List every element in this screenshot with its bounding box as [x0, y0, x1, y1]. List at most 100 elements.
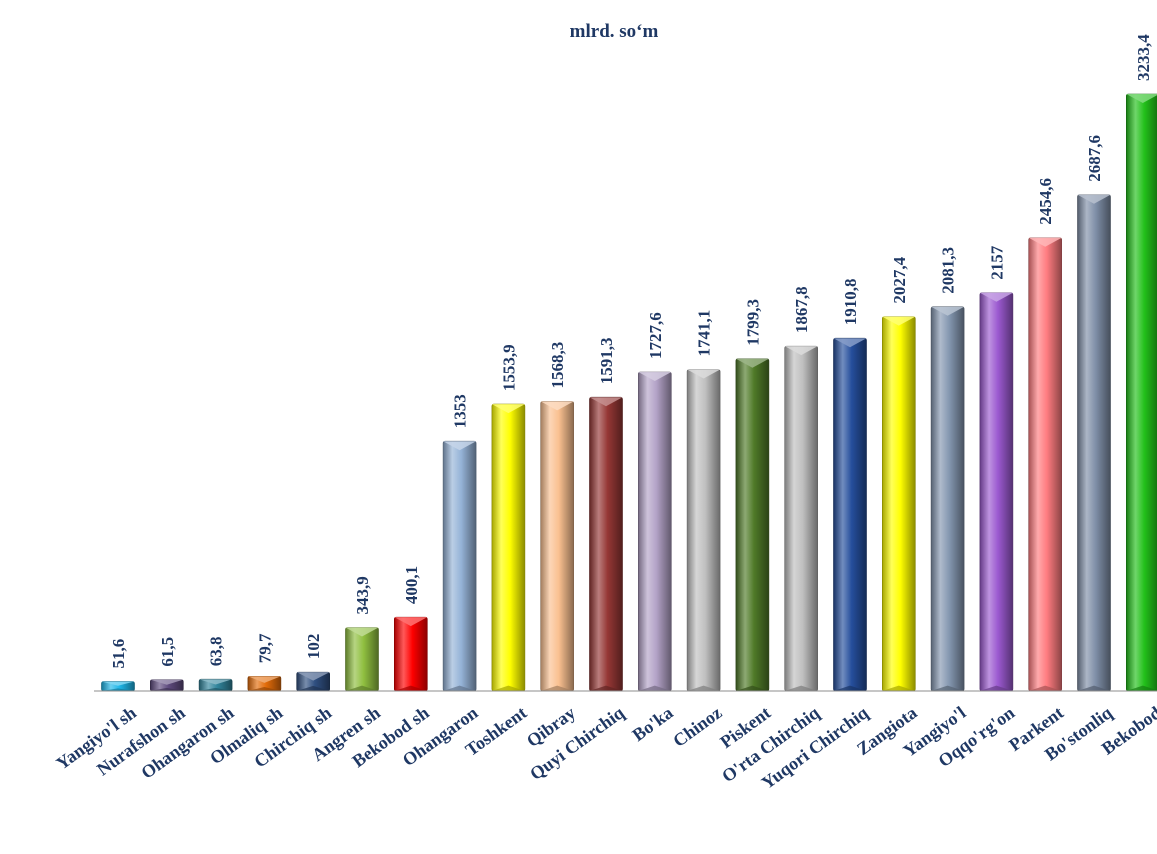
bar-18 [979, 292, 1014, 692]
bar-bevel-top [1077, 194, 1111, 204]
bar-body [686, 369, 721, 692]
value-label: 343,9 [353, 576, 372, 614]
bar-9 [540, 401, 575, 692]
bar-bevel-bottom [687, 685, 721, 691]
bar-body [1077, 194, 1111, 692]
value-label: 1568,3 [548, 342, 567, 389]
value-label: 2157 [987, 245, 1006, 280]
value-label: 1591,3 [597, 337, 616, 384]
bar-body [393, 616, 428, 692]
bar-body [735, 358, 770, 692]
value-label: 2027,4 [890, 256, 909, 303]
bar-bevel-bottom [491, 685, 525, 691]
bar-17 [930, 306, 965, 692]
bar-body [1028, 237, 1062, 692]
bar-5 [345, 627, 379, 692]
bar-body [930, 306, 965, 692]
value-label: 2081,3 [939, 247, 958, 294]
value-label: 79,7 [255, 633, 274, 663]
bar-bevel-top [979, 292, 1013, 302]
bar-body [784, 345, 819, 692]
bar-body [1126, 93, 1157, 692]
bar-bevel-top [345, 627, 379, 637]
bar-11 [637, 371, 672, 692]
bar-bevel-top [1126, 94, 1157, 103]
bar-1 [150, 679, 184, 692]
bar-bevel-bottom [784, 685, 818, 691]
category-label: Chinoz [669, 702, 725, 751]
bar-bevel-top [199, 679, 233, 685]
value-label: 63,8 [207, 636, 226, 666]
bar-bevel-top [394, 617, 428, 627]
bar-bevel-top [931, 306, 965, 316]
value-label: 1727,6 [646, 312, 665, 359]
value-label: 1799,3 [743, 299, 762, 346]
value-label: 1741,1 [695, 310, 714, 357]
bar-bevel-bottom [443, 685, 477, 691]
bar-bevel-top [589, 397, 623, 407]
bar-body [833, 337, 867, 692]
bar-bevel-top [101, 681, 135, 686]
unit-label: mlrd. so‘m [570, 21, 659, 42]
bars-layer [101, 93, 1157, 692]
bar-4 [296, 671, 331, 692]
bar-19 [1028, 237, 1062, 692]
bar-bevel-top [784, 346, 818, 356]
bar-bevel-top [687, 369, 721, 379]
bar-bevel-bottom [150, 687, 184, 691]
bar-16 [881, 316, 916, 692]
bar-7 [442, 440, 477, 692]
bar-bevel-top [443, 441, 477, 451]
value-label: 102 [304, 634, 323, 660]
bar-bevel-top [540, 401, 574, 411]
bar-bevel-top [735, 358, 769, 368]
bar-bevel-bottom [1126, 685, 1157, 691]
bar-bevel-top [638, 372, 672, 382]
category-label: Bo'ka [628, 702, 676, 745]
value-label: 2687,6 [1085, 135, 1104, 182]
bar-bevel-bottom [833, 685, 867, 691]
bar-12 [686, 369, 721, 692]
bar-13 [735, 358, 770, 692]
bar-0 [101, 681, 135, 692]
bar-bevel-bottom [979, 685, 1013, 691]
value-label: 1910,8 [841, 278, 860, 325]
bar-bevel-bottom [199, 687, 233, 691]
bar-21 [1126, 93, 1157, 692]
bar-bevel-bottom [101, 688, 135, 691]
bar-bevel-bottom [589, 685, 623, 691]
bar-bevel-top [882, 316, 916, 326]
bar-bevel-top [1028, 237, 1062, 247]
bar-10 [589, 396, 623, 692]
bar-bevel-bottom [247, 687, 281, 691]
bar-3 [247, 675, 282, 692]
bar-14 [784, 345, 819, 692]
value-label: 1353 [451, 394, 470, 428]
bar-body [442, 440, 477, 692]
bar-body [637, 371, 672, 692]
bar-body [589, 396, 623, 692]
value-label: 1867,8 [792, 286, 811, 333]
bar-bevel-bottom [882, 685, 916, 691]
bar-body [345, 627, 379, 692]
bar-bevel-top [150, 679, 184, 685]
bar-6 [393, 616, 428, 692]
bar-20 [1077, 194, 1111, 692]
bar-bevel-bottom [735, 685, 769, 691]
bar-bevel-top [247, 676, 281, 683]
bar-bevel-bottom [1028, 685, 1062, 691]
bar-bevel-top [296, 672, 330, 681]
bar-bevel-bottom [345, 685, 379, 691]
bar-bevel-top [491, 404, 525, 414]
value-label: 3233,4 [1134, 34, 1153, 81]
bar-bevel-top [833, 338, 867, 348]
bar-2 [198, 678, 233, 692]
value-label: 2454,6 [1036, 178, 1055, 225]
value-label: 61,5 [158, 637, 177, 667]
bar-bevel-bottom [638, 685, 672, 691]
bar-body [881, 316, 916, 692]
bar-bevel-bottom [394, 685, 428, 691]
